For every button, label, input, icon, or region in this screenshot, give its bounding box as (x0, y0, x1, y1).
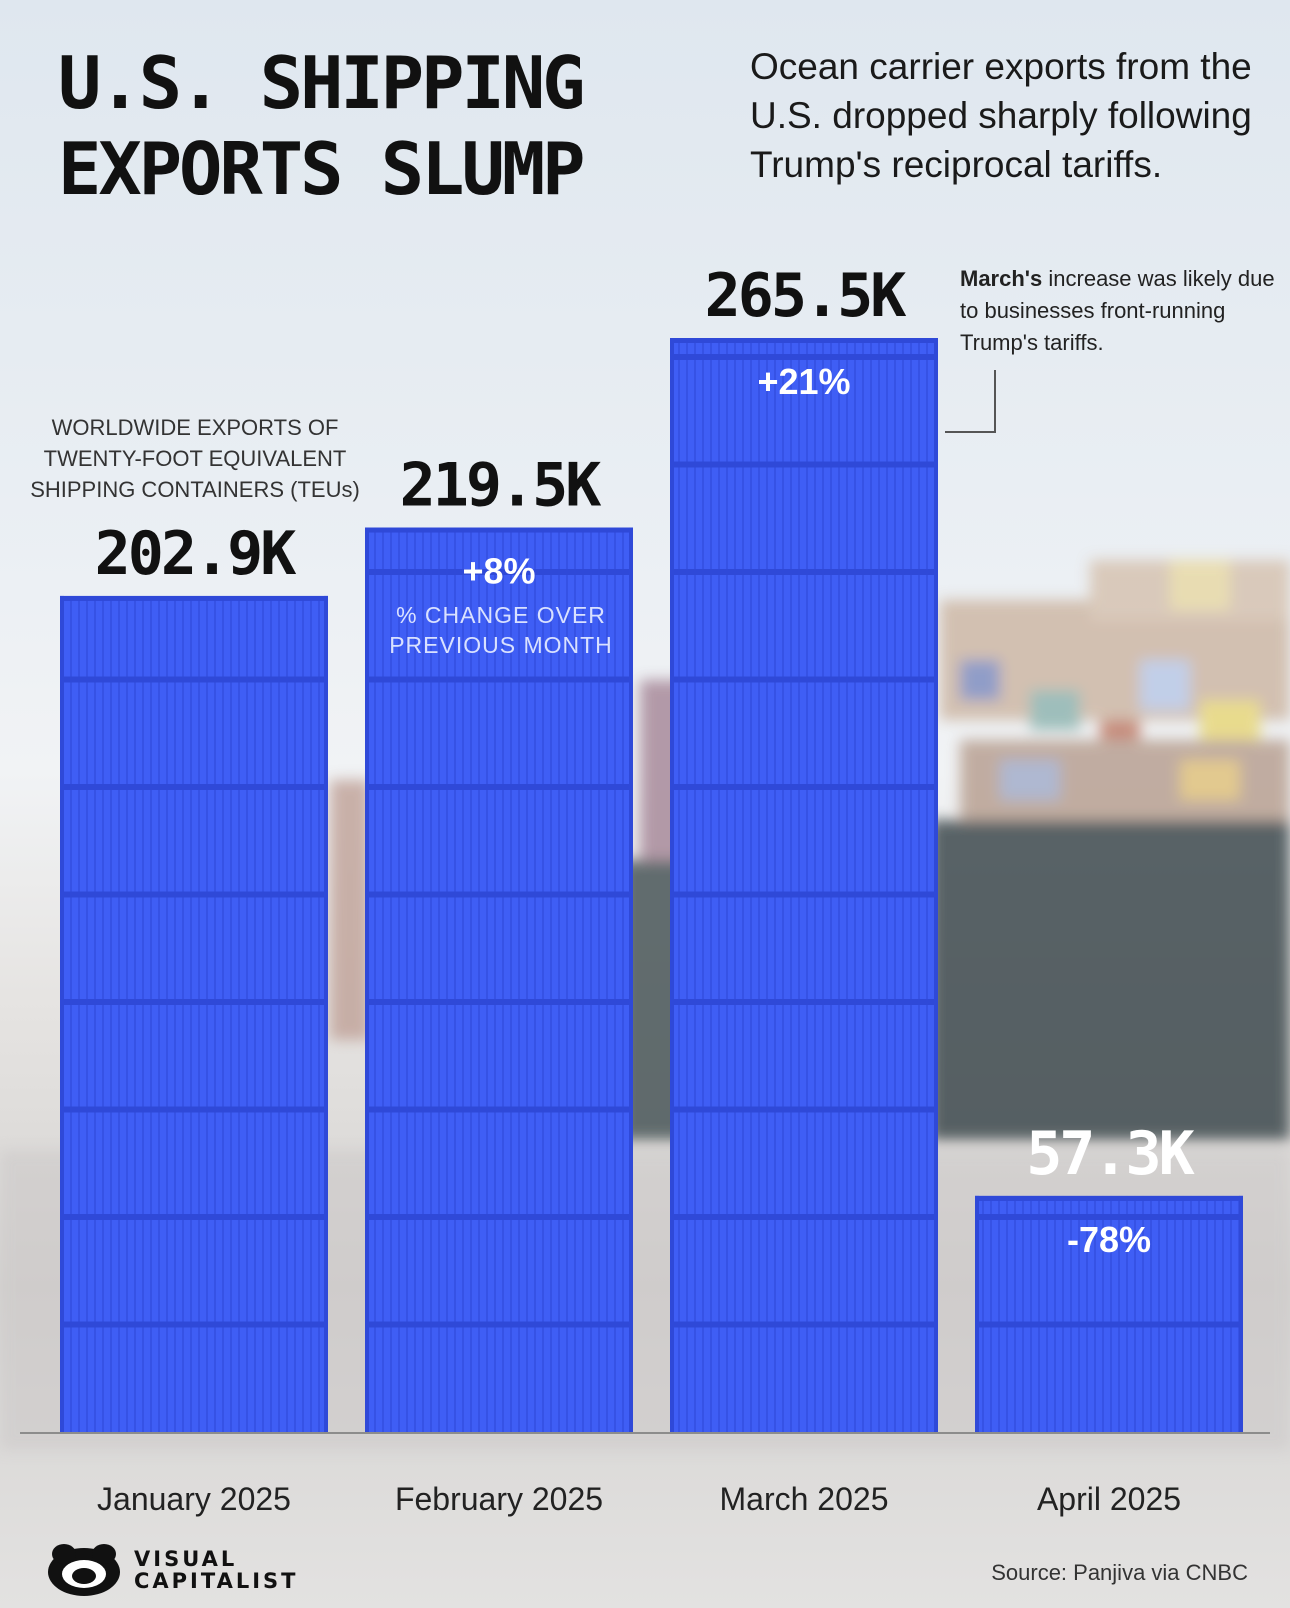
annotation-leader-line (945, 370, 996, 433)
category-label: March 2025 (720, 1481, 889, 1517)
container-divider (670, 891, 938, 898)
value-label: 202.9K (95, 519, 297, 589)
bar (365, 527, 633, 1432)
container-divider (60, 784, 328, 790)
container-divider (365, 1321, 633, 1328)
bar-group-1: 202.9K January 2025 (60, 519, 328, 1517)
container-divider (365, 891, 633, 898)
bar-top-edge (365, 527, 633, 533)
bar-top-edge (670, 338, 938, 343)
container-divider (60, 1214, 328, 1220)
bar-left-edge (670, 338, 674, 1432)
container-divider (365, 676, 633, 683)
container-divider (670, 461, 938, 468)
visual-capitalist-logo-icon (48, 1544, 120, 1596)
container-divider (60, 999, 328, 1005)
container-divider (365, 1214, 633, 1220)
march-annotation-bold: March's (960, 266, 1043, 291)
bar-right-edge (934, 338, 938, 1432)
value-label: 265.5K (705, 261, 907, 331)
bar-right-edge (1239, 1195, 1243, 1432)
chart-title: U.S. SHIPPING EXPORTS SLUMP (58, 41, 586, 211)
source-note: Source: Panjiva via CNBC (991, 1560, 1248, 1585)
container-divider (670, 1214, 938, 1220)
bar (975, 1195, 1243, 1432)
bar (60, 595, 328, 1432)
value-label: 219.5K (400, 451, 602, 521)
bar-left-edge (365, 527, 369, 1432)
container-divider (670, 569, 938, 575)
container-divider (670, 354, 938, 360)
pct-change-label: -78% (1067, 1219, 1151, 1260)
march-annotation-text: increase was likely due to businesses fr… (960, 266, 1275, 355)
container-divider (670, 676, 938, 683)
container-divider (60, 676, 328, 683)
container-divider (60, 1321, 328, 1328)
axis-caption: WORLDWIDE EXPORTS OF TWENTY-FOOT EQUIVAL… (30, 415, 360, 502)
container-divider (60, 1106, 328, 1113)
bar-group-3: 265.5K +21% March 2025 (670, 261, 938, 1517)
container-divider (670, 784, 938, 790)
bar-top-edge (975, 1195, 1243, 1201)
container-divider (975, 1321, 1243, 1328)
pct-change-caption: % CHANGE OVER PREVIOUS MONTH (389, 602, 613, 658)
bar-left-edge (60, 595, 64, 1432)
container-divider (670, 1321, 938, 1328)
march-annotation: March's increase was likely due to busin… (960, 263, 1290, 359)
container-divider (365, 999, 633, 1005)
bar-group-4: 57.3K -78% April 2025 (975, 1119, 1243, 1517)
bar-right-edge (324, 595, 328, 1432)
category-label: February 2025 (395, 1481, 603, 1517)
category-label: April 2025 (1037, 1481, 1181, 1517)
chart-subtitle: Ocean carrier exports from the U.S. drop… (750, 46, 1252, 185)
bar-right-edge (629, 527, 633, 1432)
logo-text: VISUAL CAPITALIST (134, 1547, 299, 1593)
container-divider (365, 569, 633, 575)
pct-change-label: +21% (757, 361, 850, 402)
container-divider (670, 1106, 938, 1113)
bar (670, 338, 938, 1432)
bar-group-2: 219.5K +8% February 2025 (365, 451, 633, 1517)
visual-capitalist-logo: VISUAL CAPITALIST (42, 1540, 298, 1600)
container-divider (365, 1106, 633, 1113)
container-divider (365, 784, 633, 790)
value-label: 57.3K (1026, 1119, 1194, 1189)
container-divider (60, 891, 328, 898)
bar-top-edge (60, 595, 328, 601)
bar-left-edge (975, 1195, 979, 1432)
category-label: January 2025 (97, 1481, 291, 1517)
baseline (20, 1432, 1270, 1434)
container-divider (670, 999, 938, 1005)
pct-change-label: +8% (462, 551, 535, 592)
container-divider (975, 1214, 1243, 1220)
